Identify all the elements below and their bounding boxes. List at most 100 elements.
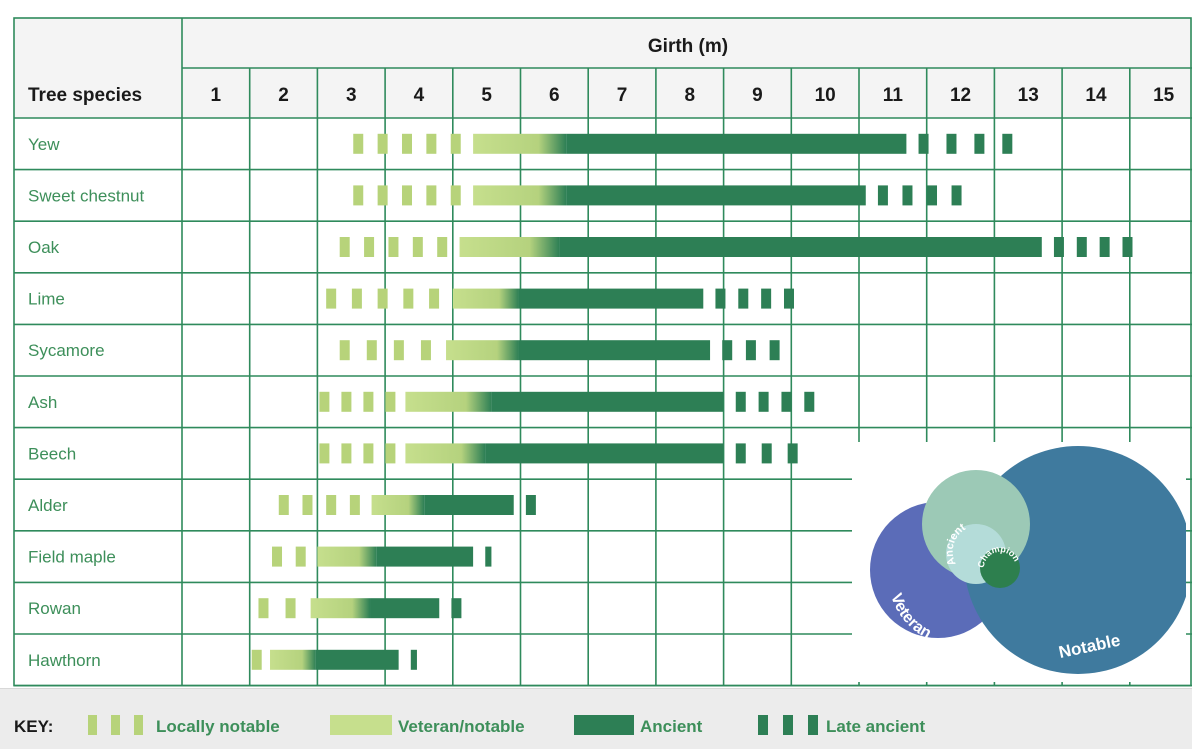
bar-late-ancient: [1002, 133, 1013, 154]
x-tick-label: 2: [278, 85, 289, 106]
bar-locally-notable: [450, 133, 461, 154]
bar-locally-notable: [278, 495, 289, 515]
species-label: Sweet chestnut: [28, 186, 145, 205]
bar-locally-notable: [426, 185, 437, 206]
x-tick-label: 4: [414, 85, 425, 106]
bar-ancient: [566, 133, 907, 154]
bar-locally-notable: [420, 340, 431, 361]
bar-late-ancient: [761, 443, 772, 464]
bar-ancient: [518, 340, 711, 361]
bar-veteran-notable: [317, 546, 377, 567]
x-tick-labels: 1 2 3 4 5 6 7 8 9 10 11 12 13 14 15: [211, 85, 1175, 106]
bar-locally-notable: [377, 133, 388, 154]
bar-late-ancient: [738, 288, 749, 309]
bars: [251, 133, 1133, 670]
bar-locally-notable: [319, 391, 330, 412]
bar-locally-notable: [437, 237, 448, 257]
classification-venn-diagram: Notable Heritage Veteran Ancient Champio…: [852, 442, 1186, 682]
bar-locally-notable: [385, 391, 396, 412]
bar-locally-notable: [450, 185, 461, 206]
bar-locally-notable: [401, 133, 412, 154]
bar-late-ancient: [783, 288, 794, 309]
bar-locally-notable: [366, 340, 377, 361]
bar-late-ancient: [745, 340, 756, 361]
species-label: Hawthorn: [28, 651, 101, 670]
bar-late-ancient: [451, 598, 462, 619]
bar-ancient: [491, 391, 724, 412]
species-labels: Yew Sweet chestnut Oak Lime Sycamore Ash Beech…: [28, 135, 145, 670]
bar-late-ancient: [1122, 237, 1133, 257]
bar-locally-notable: [339, 340, 350, 361]
x-tick-label: 6: [549, 85, 560, 106]
bar-locally-notable: [377, 185, 388, 206]
grid: [13, 17, 1192, 687]
legend-swatch-locally-notable: [88, 715, 148, 735]
key-label: KEY:: [14, 717, 54, 736]
bar-ancient: [424, 495, 514, 515]
bar-ancient: [559, 237, 1042, 257]
bar-locally-notable: [385, 443, 396, 464]
legend-swatch-ancient: [574, 715, 634, 735]
bar-locally-notable: [401, 185, 412, 206]
bar-locally-notable: [363, 443, 374, 464]
bar-late-ancient: [951, 185, 962, 206]
legend-label-ancient: Ancient: [640, 717, 703, 736]
x-tick-label: 13: [1018, 85, 1039, 106]
bar-late-ancient: [715, 288, 726, 309]
bar-locally-notable: [285, 598, 296, 619]
bar-ancient: [315, 649, 399, 670]
x-tick-label: 3: [346, 85, 357, 106]
bar-locally-notable: [326, 288, 337, 309]
x-tick-label: 1: [211, 85, 222, 106]
legend-label-veteran-notable: Veteran/notable: [398, 717, 525, 736]
venn-champion-circle: [980, 548, 1020, 588]
bar-late-ancient: [410, 649, 417, 670]
bar-locally-notable: [388, 237, 399, 257]
x-tick-label: 7: [617, 85, 628, 106]
row-header-title: Tree species: [28, 85, 142, 106]
legend-label-late-ancient: Late ancient: [826, 717, 926, 736]
x-tick-label: 10: [815, 85, 836, 106]
bar-locally-notable: [403, 288, 414, 309]
bar-late-ancient: [769, 340, 780, 361]
x-tick-label: 15: [1153, 85, 1175, 106]
bar-locally-notable: [339, 237, 350, 257]
species-label: Oak: [28, 238, 60, 257]
x-tick-label: 14: [1085, 85, 1107, 106]
bar-veteran-notable: [310, 598, 371, 619]
x-tick-label: 9: [752, 85, 763, 106]
bar-locally-notable: [341, 391, 352, 412]
bar-locally-notable: [341, 443, 352, 464]
bar-locally-notable: [258, 598, 269, 619]
bar-ancient: [566, 185, 866, 206]
species-label: Alder: [28, 496, 68, 515]
bar-late-ancient: [758, 391, 769, 412]
bar-late-ancient: [722, 340, 733, 361]
bar-ancient: [518, 288, 704, 309]
bar-late-ancient: [902, 185, 913, 206]
species-label: Rowan: [28, 599, 81, 618]
bar-veteran-notable: [452, 288, 519, 309]
bar-late-ancient: [918, 133, 929, 154]
bar-locally-notable: [353, 133, 364, 154]
bar-late-ancient: [735, 391, 746, 412]
x-axis-title: Girth (m): [648, 36, 728, 57]
bar-veteran-notable: [405, 443, 486, 464]
bar-veteran-notable: [405, 391, 492, 412]
bar-late-ancient: [877, 185, 888, 206]
legend-swatch-late-ancient: [758, 715, 824, 735]
bar-ancient: [485, 443, 724, 464]
bar-ancient: [370, 598, 440, 619]
legend: KEY: Locally notable Veteran/notable Anc…: [0, 688, 1192, 749]
bar-locally-notable: [302, 495, 313, 515]
bar-locally-notable: [429, 288, 440, 309]
bar-locally-notable: [412, 237, 423, 257]
x-tick-label: 5: [481, 85, 492, 106]
bar-locally-notable: [319, 443, 330, 464]
legend-label-locally-notable: Locally notable: [156, 717, 280, 736]
bar-late-ancient: [974, 133, 985, 154]
bar-veteran-notable: [459, 237, 560, 257]
bar-locally-notable: [393, 340, 404, 361]
bar-veteran-notable: [270, 649, 316, 670]
bar-late-ancient: [946, 133, 957, 154]
